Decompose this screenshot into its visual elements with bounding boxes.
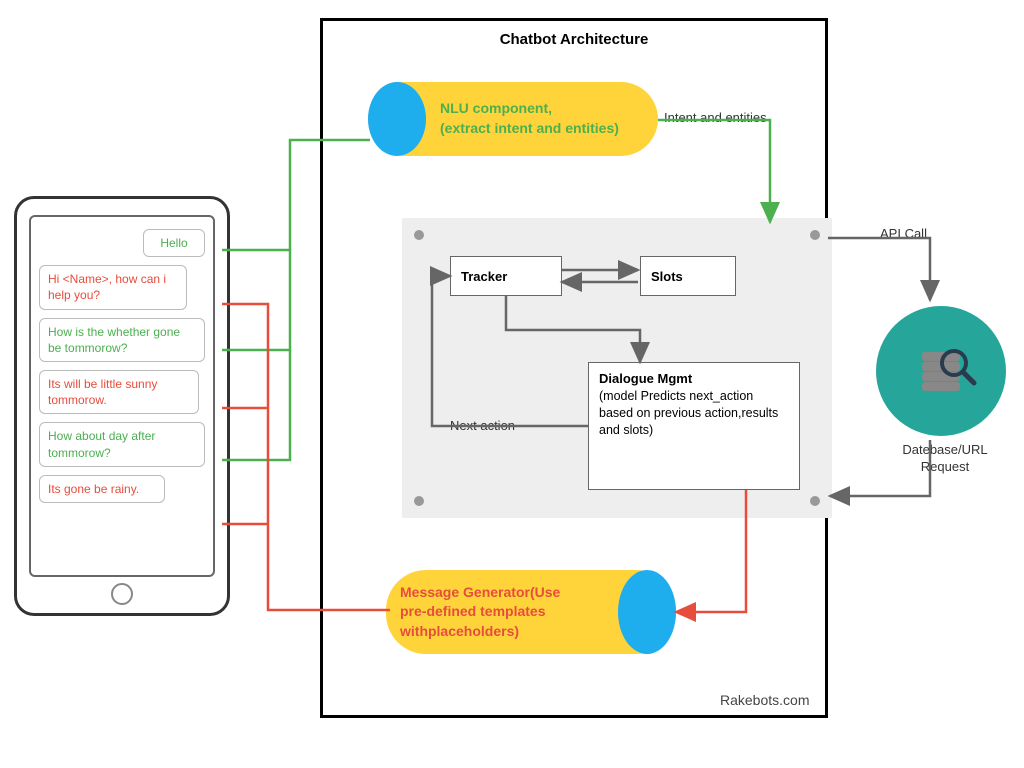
chat-bubble-user: How about day after tommorow? bbox=[39, 422, 205, 466]
nlu-text: NLU component, (extract intent and entit… bbox=[426, 99, 633, 138]
chat-bubble-user: Hello bbox=[143, 229, 205, 257]
chat-bubble-bot: Hi <Name>, how can i help you? bbox=[39, 265, 187, 309]
cylinder-cap-icon bbox=[618, 570, 676, 654]
phone-device: Hello Hi <Name>, how can i help you? How… bbox=[14, 196, 230, 616]
database-circle bbox=[876, 306, 1006, 436]
tracker-box: Tracker bbox=[450, 256, 562, 296]
api-call-label: API Call bbox=[880, 226, 927, 241]
home-button-icon bbox=[111, 583, 133, 605]
chat-bubble-bot: Its will be little sunny tommorow. bbox=[39, 370, 199, 414]
next-action-label: Next action bbox=[450, 418, 515, 433]
phone-screen: Hello Hi <Name>, how can i help you? How… bbox=[29, 215, 215, 577]
database-caption: Datebase/URLRequest bbox=[890, 442, 1000, 476]
dialogue-mgmt-box: Dialogue Mgmt (model Predicts next_actio… bbox=[588, 362, 800, 490]
chat-bubble-bot: Its gone be rainy. bbox=[39, 475, 165, 503]
magnifier-icon bbox=[936, 345, 980, 389]
message-generator-cylinder: Message Generator(Use pre-defined templa… bbox=[386, 570, 676, 654]
attribution: Rakebots.com bbox=[720, 692, 809, 708]
cylinder-cap-icon bbox=[368, 82, 426, 156]
slots-box: Slots bbox=[640, 256, 736, 296]
msg-gen-text: Message Generator(Use pre-defined templa… bbox=[386, 583, 618, 642]
nlu-cylinder: NLU component, (extract intent and entit… bbox=[368, 82, 658, 156]
chat-bubble-user: How is the whether gone be tommorow? bbox=[39, 318, 205, 362]
architecture-title: Chatbot Architecture bbox=[323, 21, 825, 54]
intent-entities-label: Intent and entities bbox=[664, 110, 767, 125]
